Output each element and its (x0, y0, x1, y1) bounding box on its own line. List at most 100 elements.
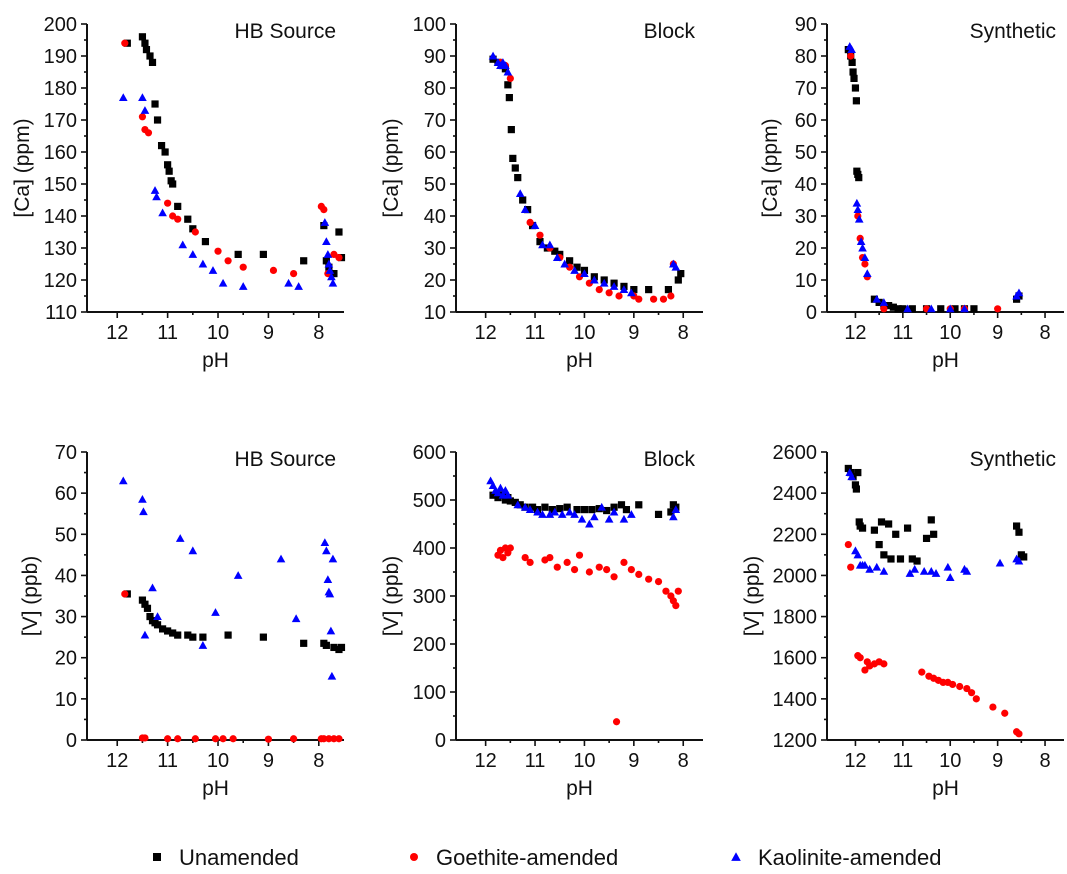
series-goethite-amended (844, 540, 1023, 738)
data-point (141, 600, 149, 608)
data-point (995, 558, 1005, 567)
legend-item: Goethite-amended (410, 845, 618, 870)
data-point (224, 631, 232, 639)
data-point (208, 266, 218, 274)
data-point (153, 612, 162, 621)
x-tick-label: 9 (263, 750, 274, 772)
data-point (903, 524, 912, 532)
data-point (962, 566, 972, 575)
data-point (184, 631, 192, 639)
data-point (140, 106, 150, 114)
data-point (157, 142, 166, 150)
data-point (494, 494, 502, 502)
y-tick-label: 40 (55, 565, 77, 587)
y-tick-label: 50 (795, 142, 817, 164)
data-point (198, 641, 208, 649)
data-point (570, 510, 579, 518)
y-tick-label: 2000 (773, 565, 818, 587)
panel-title: HB Source (234, 20, 336, 43)
data-point (1020, 553, 1028, 561)
data-point (595, 286, 603, 294)
data-point (570, 266, 579, 274)
data-point (615, 292, 623, 300)
data-point (335, 228, 343, 236)
data-point (858, 243, 867, 252)
x-tick-label: 9 (992, 750, 1003, 772)
data-point (337, 643, 346, 652)
data-point (617, 501, 626, 509)
data-point (852, 198, 862, 207)
panel-title: Synthetic (970, 448, 1056, 471)
data-point (138, 596, 147, 604)
y-axis-label: [Ca] (ppm) (11, 118, 34, 217)
x-tick-label: 10 (207, 750, 229, 772)
series-unamended (844, 464, 1028, 565)
x-tick-label: 8 (678, 750, 689, 772)
data-point (322, 257, 330, 265)
data-point (570, 566, 579, 574)
y-tick-label: 130 (44, 238, 77, 260)
data-point (672, 602, 680, 610)
data-point (565, 507, 574, 516)
series-goethite-amended (847, 52, 1002, 313)
y-tick-label: 170 (44, 110, 77, 132)
data-point (148, 58, 157, 66)
y-tick-label: 30 (55, 607, 77, 629)
x-tick-label: 12 (844, 322, 866, 344)
data-point (496, 483, 505, 492)
data-point (630, 286, 638, 294)
data-point (880, 551, 888, 559)
data-point (557, 510, 567, 518)
series-unamended (123, 33, 346, 278)
x-tick-label: 12 (844, 750, 866, 772)
data-point (121, 590, 129, 598)
data-point (536, 238, 544, 246)
x-tick-label: 12 (106, 322, 128, 344)
data-point (189, 225, 197, 233)
data-point (169, 629, 177, 637)
data-point (138, 494, 147, 503)
x-axis-label: pH (566, 349, 593, 372)
data-point (526, 218, 534, 226)
data-point (847, 45, 856, 54)
y-tick-label: 120 (44, 270, 77, 292)
data-point (612, 718, 621, 726)
data-point (563, 503, 571, 511)
x-tick-label: 11 (157, 750, 178, 772)
data-point (662, 587, 670, 595)
data-point (139, 507, 148, 516)
x-tick-label: 8 (1039, 322, 1050, 344)
y-tick-label: 400 (413, 538, 446, 560)
data-point (566, 257, 574, 265)
y-axis-label: [Ca] (ppm) (380, 118, 403, 217)
y-tick-label: 2400 (773, 483, 818, 505)
x-tick-label: 9 (263, 322, 274, 344)
data-point (525, 505, 535, 514)
y-tick-label: 10 (795, 270, 817, 292)
data-point (930, 530, 938, 538)
data-point (323, 250, 333, 258)
data-point (158, 208, 167, 217)
y-tick-label: 1800 (773, 607, 818, 629)
data-point (851, 481, 860, 489)
data-point (218, 278, 228, 287)
data-point (158, 625, 167, 633)
data-point (322, 641, 330, 649)
y-tick-label: 200 (413, 634, 446, 656)
data-point (855, 174, 863, 182)
data-point (849, 68, 857, 76)
data-point (151, 100, 159, 108)
data-point (861, 666, 869, 674)
data-point (264, 735, 273, 743)
data-point (852, 97, 860, 105)
x-tick-label: 8 (313, 750, 324, 772)
data-point (885, 302, 893, 310)
data-point (870, 526, 878, 534)
data-point (844, 540, 852, 549)
y-tick-label: 70 (424, 110, 446, 132)
data-point (146, 52, 154, 60)
data-point (191, 735, 199, 743)
panel-title: HB Source (234, 448, 336, 471)
data-point (671, 262, 681, 271)
